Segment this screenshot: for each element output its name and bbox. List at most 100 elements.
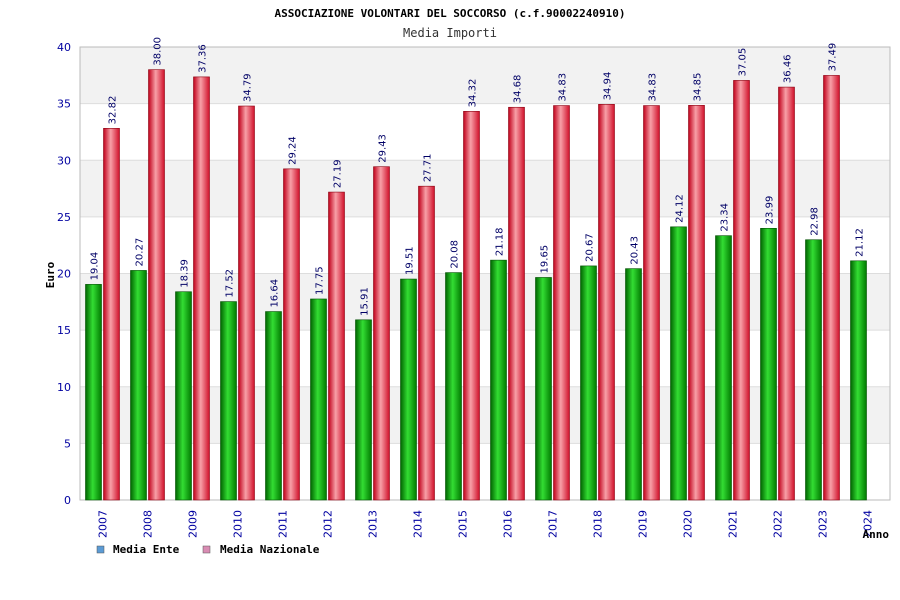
bar-media-nazionale-2007 bbox=[103, 128, 120, 501]
bar-media-nazionale-2023 bbox=[823, 75, 840, 501]
value-label-media-nazionale-2022: 36.46 bbox=[783, 54, 794, 83]
y-axis-label: Euro bbox=[44, 261, 57, 288]
value-label-media-ente-2013: 15.91 bbox=[360, 287, 371, 316]
bar-media-nazionale-2008 bbox=[148, 69, 165, 501]
bar-media-ente-2015 bbox=[445, 272, 462, 501]
x-tick-label-2012: 2012 bbox=[322, 510, 335, 538]
y-tick-label: 40 bbox=[57, 41, 71, 54]
legend-swatch-media-ente bbox=[96, 545, 105, 554]
y-tick-label: 15 bbox=[57, 324, 71, 337]
value-label-media-ente-2018: 20.67 bbox=[585, 233, 596, 262]
grid-band bbox=[80, 216, 890, 274]
value-label-media-nazionale-2023: 37.49 bbox=[828, 43, 839, 72]
value-label-media-nazionale-2015: 34.32 bbox=[468, 79, 479, 108]
x-tick-label-2014: 2014 bbox=[412, 510, 425, 538]
x-tick-label-2009: 2009 bbox=[187, 510, 200, 538]
y-tick-label: 0 bbox=[64, 494, 71, 507]
y-tick-label: 5 bbox=[64, 437, 71, 450]
x-tick-label-2013: 2013 bbox=[367, 510, 380, 538]
bar-media-ente-2019 bbox=[625, 268, 642, 501]
bar-media-nazionale-2022 bbox=[778, 86, 795, 501]
bar-media-nazionale-2010 bbox=[238, 105, 255, 501]
value-label-media-ente-2020: 24.12 bbox=[675, 194, 686, 223]
value-label-media-ente-2007: 19.04 bbox=[90, 252, 101, 281]
bar-media-ente-2024 bbox=[850, 260, 867, 501]
value-label-media-nazionale-2014: 27.71 bbox=[423, 154, 434, 183]
value-label-media-ente-2016: 21.18 bbox=[495, 227, 506, 256]
grid-band bbox=[80, 47, 890, 104]
bar-media-ente-2018 bbox=[580, 265, 597, 501]
bar-media-nazionale-2012 bbox=[328, 191, 345, 501]
bar-media-nazionale-2014 bbox=[418, 185, 435, 501]
x-tick-label-2016: 2016 bbox=[502, 510, 515, 538]
bar-media-ente-2017 bbox=[535, 277, 552, 501]
x-tick-label-2017: 2017 bbox=[547, 510, 560, 538]
value-label-media-nazionale-2018: 34.94 bbox=[603, 72, 614, 101]
bar-media-nazionale-2020 bbox=[688, 105, 705, 501]
value-label-media-nazionale-2011: 29.24 bbox=[288, 136, 299, 165]
x-tick-label-2008: 2008 bbox=[142, 510, 155, 538]
bar-media-ente-2011 bbox=[265, 311, 282, 501]
y-tick-label: 30 bbox=[57, 154, 71, 167]
value-label-media-nazionale-2013: 29.43 bbox=[378, 134, 389, 163]
chart-title: ASSOCIAZIONE VOLONTARI DEL SOCCORSO (c.f… bbox=[275, 7, 626, 20]
value-label-media-ente-2024: 21.12 bbox=[855, 228, 866, 257]
grid-band bbox=[80, 330, 890, 387]
value-label-media-ente-2011: 16.64 bbox=[270, 279, 281, 308]
grid-band bbox=[80, 386, 890, 444]
value-label-media-ente-2022: 23.99 bbox=[765, 196, 776, 225]
x-tick-label-2019: 2019 bbox=[637, 510, 650, 538]
value-label-media-nazionale-2016: 34.68 bbox=[513, 75, 524, 104]
bar-media-ente-2016 bbox=[490, 259, 507, 501]
grid-band bbox=[80, 160, 890, 217]
bar-media-ente-2010 bbox=[220, 301, 237, 501]
value-label-media-ente-2019: 20.43 bbox=[630, 236, 641, 265]
value-label-media-ente-2009: 18.39 bbox=[180, 259, 191, 288]
bar-media-nazionale-2019 bbox=[643, 105, 660, 501]
x-tick-label-2011: 2011 bbox=[277, 510, 290, 538]
grid-band bbox=[80, 103, 890, 161]
x-tick-label-2024: 2024 bbox=[862, 510, 875, 538]
bar-media-ente-2007 bbox=[85, 284, 102, 501]
bar-media-nazionale-2009 bbox=[193, 76, 210, 501]
value-label-media-ente-2023: 22.98 bbox=[810, 207, 821, 236]
value-label-media-nazionale-2007: 32.82 bbox=[108, 96, 119, 125]
value-label-media-nazionale-2020: 34.85 bbox=[693, 73, 704, 102]
value-label-media-nazionale-2021: 37.05 bbox=[738, 48, 749, 77]
bar-media-ente-2022 bbox=[760, 228, 777, 501]
y-tick-label: 35 bbox=[57, 98, 71, 111]
grid-band bbox=[80, 273, 890, 331]
y-tick-label: 10 bbox=[57, 381, 71, 394]
bar-media-nazionale-2016 bbox=[508, 106, 525, 501]
x-tick-label-2018: 2018 bbox=[592, 510, 605, 538]
legend: Media Ente Media Nazionale bbox=[96, 543, 320, 556]
value-label-media-nazionale-2012: 27.19 bbox=[333, 159, 344, 188]
grid-band bbox=[80, 443, 890, 500]
bar-media-ente-2014 bbox=[400, 278, 417, 501]
bar-media-nazionale-2021 bbox=[733, 80, 750, 501]
x-tick-label-2023: 2023 bbox=[817, 510, 830, 538]
plot-area: 0 5 10 15 20 25 30 35 40 19.04 32.82 2007 20.27 38.00… bbox=[57, 37, 891, 538]
x-tick-label-2022: 2022 bbox=[772, 510, 785, 538]
bar-media-nazionale-2011 bbox=[283, 168, 300, 501]
y-tick-label: 20 bbox=[57, 268, 71, 281]
value-label-media-nazionale-2009: 37.36 bbox=[198, 44, 209, 73]
bar-media-nazionale-2013 bbox=[373, 166, 390, 501]
bar-media-nazionale-2018 bbox=[598, 104, 615, 501]
bar-media-ente-2020 bbox=[670, 226, 687, 501]
bar-media-ente-2023 bbox=[805, 239, 822, 501]
value-label-media-ente-2010: 17.52 bbox=[225, 269, 236, 298]
bar-media-ente-2021 bbox=[715, 235, 732, 501]
value-label-media-nazionale-2008: 38.00 bbox=[153, 37, 164, 66]
bar-media-nazionale-2017 bbox=[553, 105, 570, 501]
x-tick-label-2020: 2020 bbox=[682, 510, 695, 538]
value-label-media-nazionale-2010: 34.79 bbox=[243, 73, 254, 102]
bar-media-ente-2013 bbox=[355, 319, 372, 501]
x-tick-label-2007: 2007 bbox=[97, 510, 110, 538]
x-axis-label: Anno bbox=[863, 528, 890, 541]
plot-border bbox=[79, 46, 891, 501]
value-label-media-ente-2008: 20.27 bbox=[135, 238, 146, 267]
legend-swatch-media-nazionale bbox=[202, 545, 211, 554]
value-label-media-ente-2021: 23.34 bbox=[720, 203, 731, 232]
